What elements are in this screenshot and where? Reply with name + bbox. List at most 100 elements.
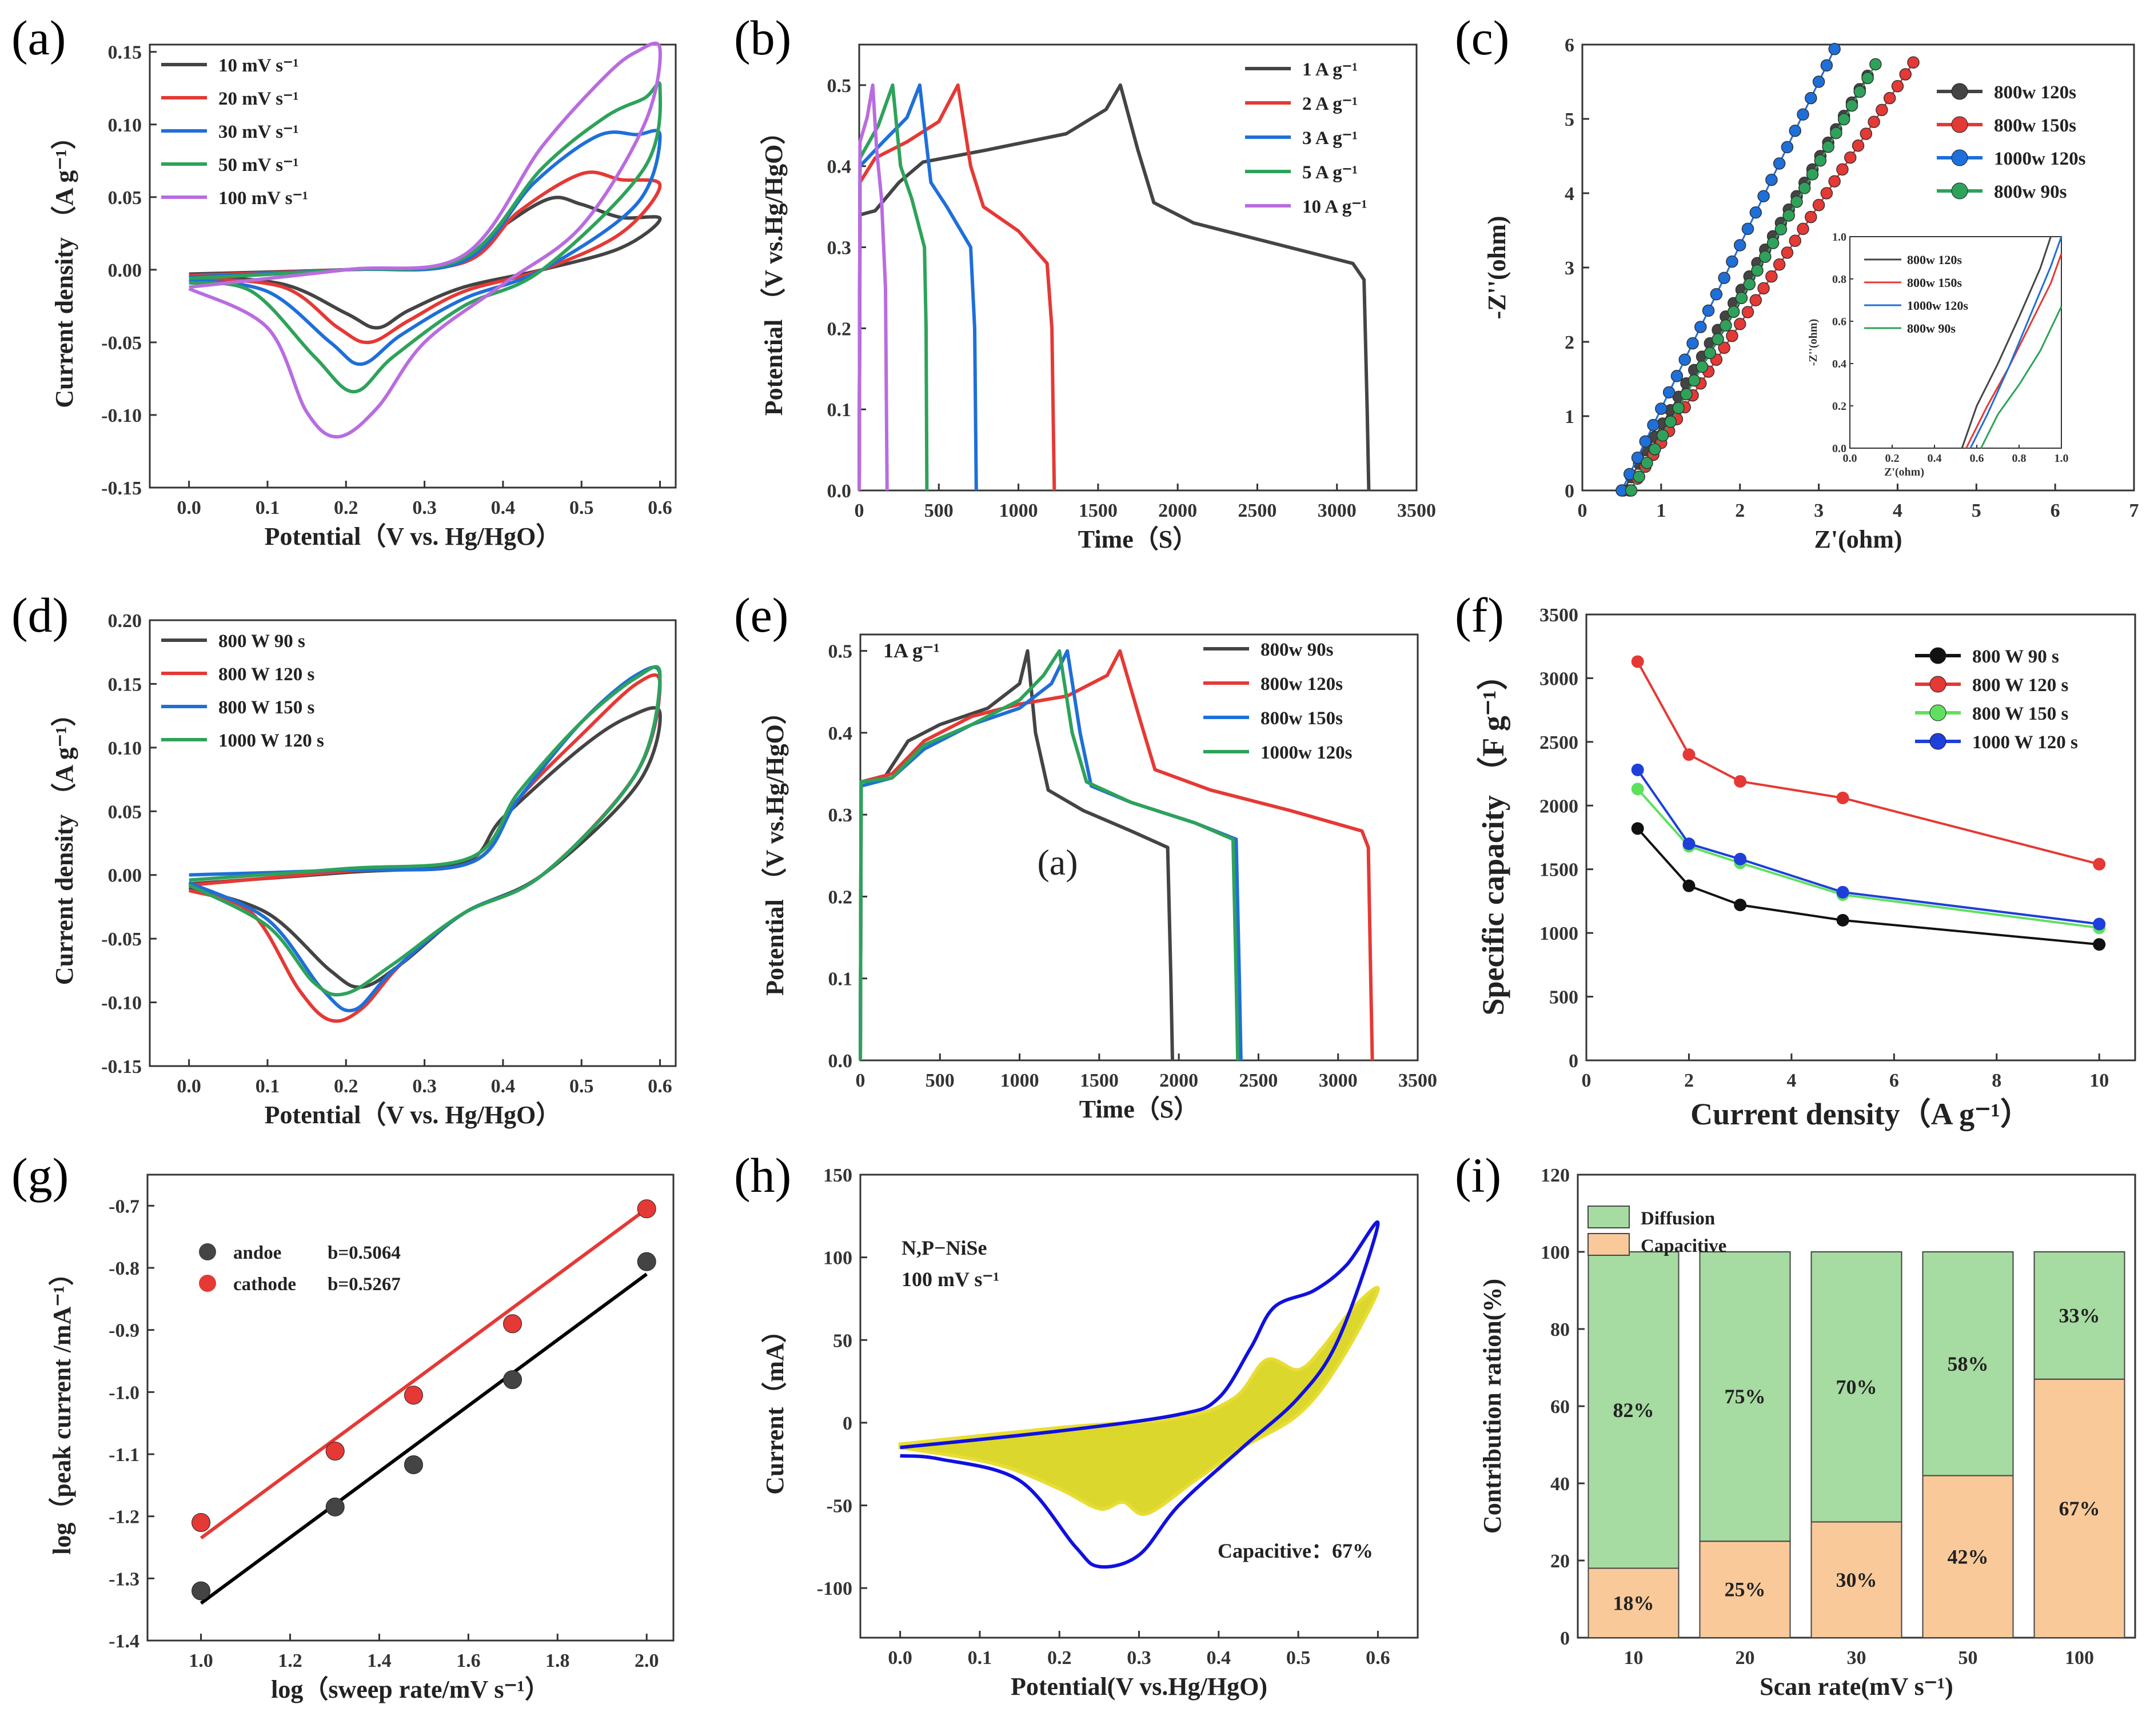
inset-y-tick-label: 0.8 [1832,273,1846,286]
capacity-point [2093,857,2106,871]
y-tick-label: 1500 [1539,860,1578,881]
legend-label: 800w 90s [1261,640,1334,660]
y-tick-label: -0.9 [109,1320,139,1342]
capacity-point [1631,763,1644,776]
bar-value-label: 67% [2059,1497,2100,1520]
panel-g: (g) 1.0 1.2 1.4 1.6 1.8 2.0 -1.4 -1.3 -1.2 -1.1 -1.… [11,1148,675,1703]
legend-label: 800w 90s [1994,182,2067,202]
nyquist-point [1853,85,1866,98]
legend-label: 800 W 120 s [1972,675,2069,696]
inset-curve [1961,236,2052,449]
y-tick-label: 2500 [1539,732,1578,753]
y-tick-label: 0.2 [827,318,852,340]
legend-label: 20 mV s⁻¹ [218,89,298,109]
capacity-line [1637,788,2100,929]
legend-label: 800 W 90 s [218,631,305,652]
legend-marker [1951,116,1968,133]
capacity-point [1631,783,1644,796]
y-tick-label: 50 [833,1330,852,1351]
x-tick-label: 0.1 [256,497,280,518]
legend-label: 1000w 120s [1261,743,1353,763]
nyquist-point [1757,190,1770,202]
nyquist-point [1891,80,1904,93]
nyquist-point [1836,163,1849,176]
bar-value-label: 18% [1613,1591,1654,1614]
y-tick-label: 0 [843,1413,852,1434]
nyquist-point [1812,75,1825,88]
data-point [404,1386,423,1405]
cv-curve [189,129,662,366]
y-tick-label: 0.2 [828,887,853,908]
y-tick-label: -100 [817,1578,852,1599]
gcd-curve [857,83,889,491]
nyquist-point [1696,360,1709,373]
bar-value-label: 82% [1613,1399,1654,1422]
x-tick-label: 3000 [1319,1070,1358,1091]
y-tick-label: 0.15 [108,42,142,63]
sample-annotation: 100 mV s⁻¹ [902,1268,999,1291]
y-tick-label: 150 [823,1165,852,1186]
y-tick-label: 0.20 [108,610,142,632]
bar-segment [1922,1475,2014,1638]
x-tick-label: 0.5 [569,497,594,518]
panel-h: (h) 0.0 0.1 0.2 0.3 0.4 0.5 0.6 -100 -50 0 50 100 150… [734,1148,1419,1701]
nyquist-point [1837,113,1850,126]
y-tick-label: 0 [1560,1628,1570,1649]
nyquist-point [1749,294,1762,306]
legend-label: 30 mV s⁻¹ [218,122,298,142]
legend-marker [1951,83,1968,100]
nyquist-point [1789,234,1801,247]
nyquist-point [1743,278,1756,290]
x-tick-label: 0.3 [412,497,437,518]
bar-value-label: 42% [1948,1545,1989,1568]
nyquist-point [1774,223,1788,236]
y-axis-label: Potential （V vs.Hg/HgO） [760,119,788,416]
inset-y-tick-label: 0.6 [1832,316,1846,328]
legend-b-value: b=0.5267 [328,1274,401,1295]
y-tick-label: 0.10 [108,115,142,136]
nyquist-point [1773,157,1786,170]
x-tick-label: 2000 [1158,500,1197,521]
gcd-curve [859,649,1240,1061]
x-tick-label: 8 [1992,1070,2001,1091]
x-axis-label: Time（S） [1079,1095,1199,1123]
x-tick-label: 50 [1958,1647,1978,1669]
x-tick-label: 0.3 [412,1076,437,1097]
nyquist-point [1633,470,1646,483]
capacity-point [1734,852,1747,865]
x-tick-label: 6 [1889,1070,1899,1091]
nyquist-point [1822,141,1834,153]
nyquist-point [1766,237,1780,249]
x-axis-label: log（sweep rate/mV s⁻¹） [271,1675,550,1703]
legend-label: 1000 W 120 s [1972,732,2078,753]
y-tick-label: 0.05 [108,187,142,209]
panel-label: (i) [1455,1148,1501,1203]
legend-label: 1000 W 120 s [218,731,324,751]
bar-value-label: 70% [1836,1375,1877,1398]
x-tick-label: 3000 [1318,500,1357,521]
x-tick-label: 3500 [1398,1070,1437,1091]
nyquist-point [1694,321,1707,333]
nyquist-point [1656,429,1669,442]
legend-label: 3 A g⁻¹ [1302,128,1358,149]
y-tick-label: -0.8 [109,1258,139,1279]
bar-segment [1587,1251,1680,1569]
y-tick-label: 60 [1550,1396,1570,1418]
y-tick-label: 3000 [1539,668,1578,689]
x-axis-label: Scan rate(mV s⁻¹) [1760,1673,1953,1701]
panel-label: (c) [1455,10,1509,65]
y-tick-label: -1.3 [109,1569,139,1590]
x-tick-label: 0.1 [968,1647,992,1669]
legend-marker [1951,149,1968,166]
y-tick-label: -0.15 [101,478,142,499]
nyquist-point [1907,56,1920,69]
x-tick-label: 2500 [1239,1070,1278,1091]
capacitive-area [898,1286,1380,1516]
x-axis-label: Current density（A g⁻¹） [1690,1097,2031,1131]
y-tick-label: -0.15 [101,1056,142,1077]
legend-swatch [1587,1233,1630,1256]
nyquist-point [1720,319,1732,332]
nyquist-point [1741,222,1754,236]
capacity-point [1631,655,1644,668]
panel-label: (d) [11,588,69,642]
